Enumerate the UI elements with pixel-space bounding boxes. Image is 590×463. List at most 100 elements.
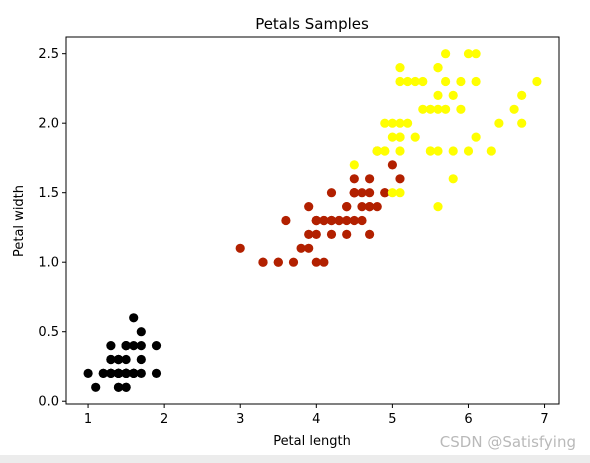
data-point-series-1: [121, 368, 131, 378]
data-point-series-2: [357, 202, 367, 212]
data-point-series-2: [365, 174, 375, 184]
data-point-series-2: [304, 229, 314, 239]
data-point-series-2: [349, 174, 359, 184]
data-point-series-3: [456, 76, 466, 87]
data-point-series-1: [151, 341, 162, 351]
data-point-series-3: [425, 104, 435, 114]
data-point-series-2: [365, 202, 375, 212]
data-point-series-3: [395, 118, 405, 128]
y-tick-label: 1.5: [38, 186, 59, 201]
data-point-series-3: [395, 76, 405, 87]
data-point-series-3: [463, 49, 474, 59]
data-points: [83, 49, 542, 392]
data-point-series-1: [121, 354, 131, 365]
data-point-series-2: [311, 257, 321, 267]
data-point-series-1: [113, 368, 124, 378]
data-point-series-3: [448, 174, 458, 184]
data-point-series-3: [433, 63, 443, 73]
data-point-series-1: [136, 368, 146, 378]
data-point-series-2: [304, 202, 314, 212]
data-point-series-2: [349, 215, 359, 226]
data-point-series-3: [456, 104, 466, 114]
data-point-series-1: [106, 368, 116, 378]
y-tick-label: 2.5: [38, 47, 59, 62]
data-point-series-3: [418, 76, 428, 87]
data-point-series-2: [342, 229, 352, 239]
x-tick-label: 2: [160, 412, 168, 427]
y-tick-label: 0.5: [38, 325, 59, 340]
data-point-series-3: [425, 146, 435, 156]
data-point-series-2: [319, 257, 329, 267]
data-point-series-1: [136, 354, 146, 365]
data-point-series-2: [380, 188, 390, 198]
data-point-series-1: [98, 368, 108, 378]
data-point-series-1: [136, 341, 146, 351]
data-point-series-2: [273, 257, 283, 267]
y-axis-ticks: 0.0 0.5 1.0 1.5 2.0 2.5: [38, 47, 66, 410]
data-point-series-3: [448, 90, 458, 100]
data-point-series-2: [304, 243, 314, 253]
bottom-scroll-strip: [0, 455, 590, 463]
x-tick-label: 5: [388, 412, 396, 427]
data-point-series-3: [509, 104, 519, 114]
data-point-series-2: [258, 257, 268, 267]
data-point-series-3: [410, 76, 420, 87]
x-tick-label: 1: [84, 412, 92, 427]
data-point-series-3: [517, 118, 527, 128]
data-point-series-3: [395, 63, 405, 73]
data-point-series-2: [319, 215, 329, 226]
data-point-series-1: [129, 368, 139, 378]
data-point-series-3: [471, 49, 481, 59]
data-point-series-2: [296, 243, 306, 253]
data-point-series-3: [395, 146, 405, 156]
x-tick-label: 4: [312, 412, 320, 427]
data-point-series-3: [395, 188, 405, 198]
data-point-series-3: [403, 76, 413, 87]
data-point-series-3: [387, 188, 397, 198]
data-point-series-1: [113, 382, 124, 392]
data-point-series-2: [288, 257, 299, 267]
data-point-series-2: [357, 188, 367, 198]
data-point-series-3: [403, 118, 413, 128]
data-point-series-1: [129, 341, 139, 351]
data-point-series-2: [387, 160, 397, 170]
data-point-series-2: [281, 215, 291, 226]
x-tick-label: 3: [236, 412, 244, 427]
data-point-series-1: [151, 368, 162, 378]
data-point-series-1: [121, 382, 131, 392]
data-point-series-1: [106, 341, 116, 351]
data-point-series-3: [463, 146, 474, 156]
x-axis-ticks: 1 2 3 4 5 6 7: [84, 404, 549, 427]
data-point-series-1: [91, 382, 101, 392]
data-point-series-2: [326, 188, 337, 198]
data-point-series-2: [357, 215, 367, 226]
data-point-series-3: [372, 146, 382, 156]
data-point-series-2: [235, 243, 245, 253]
data-point-series-1: [83, 368, 93, 378]
y-tick-label: 2.0: [38, 117, 59, 132]
x-axis-label: Petal length: [273, 434, 351, 449]
data-point-series-2: [349, 188, 359, 198]
x-tick-label: 6: [464, 412, 472, 427]
data-point-series-1: [121, 341, 131, 351]
data-point-series-3: [418, 104, 428, 114]
x-tick-label: 7: [540, 412, 548, 427]
data-point-series-3: [441, 49, 451, 59]
data-point-series-3: [380, 118, 390, 128]
data-point-series-3: [441, 104, 451, 114]
data-point-series-2: [311, 229, 321, 239]
data-point-series-3: [433, 202, 443, 212]
data-point-series-3: [433, 146, 443, 156]
data-point-series-3: [486, 146, 496, 156]
data-point-series-2: [326, 229, 337, 239]
plot-frame: [65, 36, 560, 405]
data-point-series-1: [106, 354, 116, 365]
data-point-series-2: [365, 188, 375, 198]
chart-title: Petals Samples: [255, 15, 369, 33]
data-point-series-2: [395, 174, 405, 184]
data-point-series-1: [136, 327, 146, 337]
data-point-series-3: [395, 132, 405, 142]
y-axis-label: Petal width: [12, 185, 27, 257]
data-point-series-2: [334, 215, 344, 226]
